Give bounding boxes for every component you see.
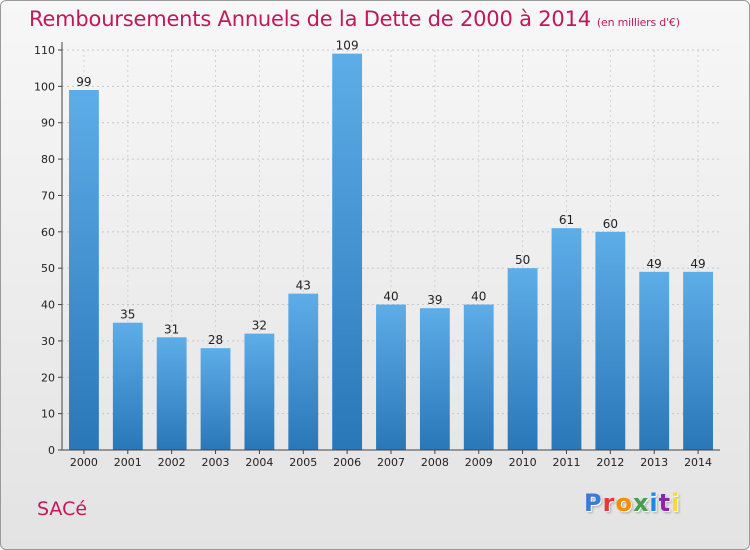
y-tick-label: 50 bbox=[41, 262, 55, 275]
bar-value-label: 35 bbox=[120, 308, 135, 322]
bar bbox=[683, 271, 713, 450]
x-tick-label: 2005 bbox=[289, 456, 317, 469]
x-tick-label: 2013 bbox=[640, 456, 668, 469]
chart-subtitle: (en milliers d'€) bbox=[596, 16, 680, 29]
y-tick-label: 60 bbox=[41, 226, 55, 239]
y-tick-label: 100 bbox=[34, 80, 55, 93]
x-tick-label: 2002 bbox=[158, 456, 186, 469]
logo-letter: t bbox=[658, 489, 672, 517]
x-tick-label: 2009 bbox=[465, 456, 493, 469]
bar bbox=[332, 53, 363, 451]
bar bbox=[112, 322, 143, 450]
y-tick-label: 80 bbox=[41, 153, 55, 166]
y-tick-label: 20 bbox=[41, 371, 55, 384]
chart-title-text: Remboursements Annuels de la Dette de 20… bbox=[29, 7, 591, 31]
bar-value-label: 32 bbox=[252, 319, 267, 333]
bar bbox=[463, 304, 494, 450]
bar-value-label: 40 bbox=[471, 290, 486, 304]
bar-value-label: 28 bbox=[208, 333, 223, 347]
bar-value-label: 43 bbox=[296, 279, 311, 293]
logo-letter: x bbox=[632, 489, 650, 517]
bar bbox=[595, 231, 626, 450]
logo-letter: o bbox=[615, 489, 633, 517]
x-tick-label: 2011 bbox=[552, 456, 580, 469]
bar bbox=[200, 348, 231, 450]
x-tick-label: 2003 bbox=[202, 456, 230, 469]
logo-letter: i bbox=[671, 489, 681, 517]
proxiti-logo[interactable]: Proxiti bbox=[584, 489, 680, 517]
bar-value-label: 40 bbox=[383, 290, 398, 304]
y-tick-label: 40 bbox=[41, 299, 55, 312]
bar-value-label: 99 bbox=[76, 75, 91, 89]
x-tick-label: 2004 bbox=[245, 456, 273, 469]
bar-value-label: 49 bbox=[690, 257, 705, 271]
logo-letter: P bbox=[584, 489, 603, 517]
x-tick-label: 2008 bbox=[421, 456, 449, 469]
axes: 0 10 20 30 40 50 60 70 80 90 100 110 2000 2001 2002 200… bbox=[34, 42, 720, 469]
bar-value-label: 31 bbox=[164, 322, 179, 336]
bar bbox=[507, 268, 538, 450]
bar-value-label: 61 bbox=[559, 213, 574, 227]
x-tick-label: 2006 bbox=[333, 456, 361, 469]
y-tick-label: 30 bbox=[41, 335, 55, 348]
bar bbox=[639, 271, 670, 450]
bar bbox=[288, 293, 319, 450]
bar-value-label: 109 bbox=[336, 39, 359, 53]
x-tick-label: 2001 bbox=[114, 456, 142, 469]
bar bbox=[156, 337, 187, 450]
x-tick-label: 2007 bbox=[377, 456, 405, 469]
bar-value-label: 50 bbox=[515, 253, 530, 267]
bar bbox=[376, 304, 406, 450]
chart-title: Remboursements Annuels de la Dette de 20… bbox=[29, 7, 680, 31]
x-tick-label: 2012 bbox=[596, 456, 624, 469]
x-tick-label: 2014 bbox=[684, 456, 712, 469]
bar-value-label: 49 bbox=[647, 257, 662, 271]
y-tick-label: 10 bbox=[41, 408, 55, 421]
bar-value-label: 60 bbox=[603, 217, 618, 231]
logo-letter: i bbox=[649, 489, 659, 517]
y-tick-label: 110 bbox=[34, 44, 55, 57]
commune-name: SACé bbox=[37, 498, 88, 520]
bar bbox=[244, 333, 275, 450]
bar bbox=[419, 308, 450, 450]
x-tick-label: 2010 bbox=[509, 456, 537, 469]
bar-value-label: 39 bbox=[427, 293, 442, 307]
y-tick-label: 70 bbox=[41, 189, 55, 202]
bar bbox=[551, 228, 582, 450]
bar bbox=[69, 90, 99, 450]
y-tick-label: 0 bbox=[48, 444, 55, 457]
bars-group: 99 35 31 28 32 43 109 40 39 40 50 61 60 49 49 bbox=[69, 39, 713, 451]
y-tick-label: 90 bbox=[41, 117, 55, 130]
x-tick-label: 2000 bbox=[70, 456, 98, 469]
logo-letter: r bbox=[602, 489, 616, 517]
